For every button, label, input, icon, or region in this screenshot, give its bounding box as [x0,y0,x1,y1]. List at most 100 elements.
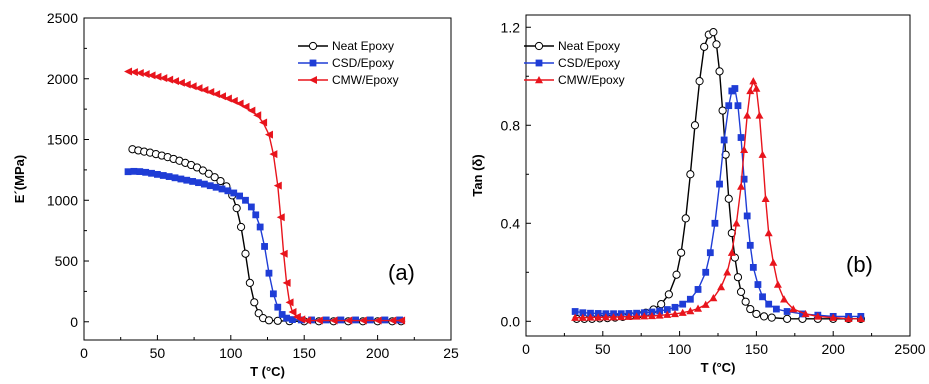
data-point [241,249,250,258]
data-point [165,75,174,84]
series-markers-cmw-epoxy [124,67,406,325]
data-point [736,287,746,296]
data-point [314,316,323,325]
data-point [663,306,671,313]
data-point [252,211,260,219]
data-point [147,71,156,80]
data-point [711,219,719,227]
legend: Neat Epoxy CSD/Epoxy CMW/Epoxy [298,39,399,87]
data-point [230,189,238,197]
data-point [677,248,686,257]
data-point [740,145,749,153]
data-point [212,183,220,191]
data-point [694,286,702,293]
data-point [672,270,681,279]
data-point [229,96,238,105]
data-point [242,196,249,204]
data-point [142,168,150,176]
data-point [844,314,853,323]
legend-marker [308,41,318,51]
data-point [129,68,138,77]
data-point [586,313,595,321]
panel-label: (b) [846,252,873,277]
data-point [571,308,579,315]
data-point [743,212,751,220]
data-point [124,168,132,176]
data-point [764,229,773,237]
data-point [754,281,762,288]
data-point [740,175,748,183]
data-point [737,182,746,190]
data-point [216,176,225,186]
data-point [579,309,587,317]
data-point [686,307,695,315]
data-point [701,300,710,308]
data-point [686,170,695,179]
data-point [397,316,406,325]
data-point [752,309,761,319]
data-point [709,28,718,37]
data-point [276,213,285,222]
data-point [358,316,367,325]
legend-marker [309,76,317,84]
data-point [783,314,792,323]
data-point [746,304,755,314]
x-tick-label: 150 [745,341,769,357]
data-point [759,293,766,301]
x-axis-title: T (°C) [701,360,736,375]
data-point [671,303,679,311]
series-markers-cmw-epoxy [571,77,865,323]
x-tick-label: 2500 [894,341,925,357]
plot-frame [83,17,452,341]
data-point [269,290,277,298]
chart-b-svg: 0 50 100 150 200 2500 0.0 0.4 0.8 1.2 T (°C) Tan (δ… [470,14,926,375]
y-tick-label: 0 [70,314,78,330]
data-point [188,82,197,91]
data-point [159,172,167,179]
data-point [640,312,649,320]
data-point [594,313,603,321]
legend-marker [534,41,544,51]
data-point [789,305,798,313]
data-point [829,313,838,321]
legend-label: CMW/Epoxy [332,73,399,87]
data-point [265,269,273,277]
data-point [245,278,254,287]
data-point [124,67,133,76]
data-point [655,311,664,319]
data-point [236,192,244,200]
data-point [218,185,226,193]
chart-panel-b: 0 50 100 150 200 2500 0.0 0.4 0.8 1.2 T (°C) Tan (δ… [464,0,929,384]
data-point [344,316,353,325]
data-point [801,309,810,318]
data-point [718,106,727,115]
data-point [647,311,656,320]
data-point [241,102,250,111]
data-point [741,297,750,306]
data-point [217,92,226,101]
data-point [232,204,241,213]
data-point [285,298,294,307]
y-tick-label: 500 [55,253,79,269]
y-tick-label: 0.8 [501,117,521,133]
data-point [159,74,168,83]
data-point [278,311,286,318]
data-point [571,313,580,321]
data-point [772,305,780,313]
x-tick-label: 50 [150,345,166,361]
legend-label: Neat Epoxy [332,39,394,53]
data-point [189,178,197,185]
x-axis-title: T (°C) [250,364,285,379]
data-point [712,40,721,49]
data-point [769,258,778,266]
data-point [182,80,191,89]
x-tick-label: 50 [595,341,611,357]
data-point [609,313,618,321]
y-tick-label: 2500 [47,10,78,26]
data-point [656,307,664,315]
data-point [746,241,754,249]
data-point [153,72,162,81]
y-tick-label: 0.4 [501,215,521,231]
data-point [686,295,694,303]
